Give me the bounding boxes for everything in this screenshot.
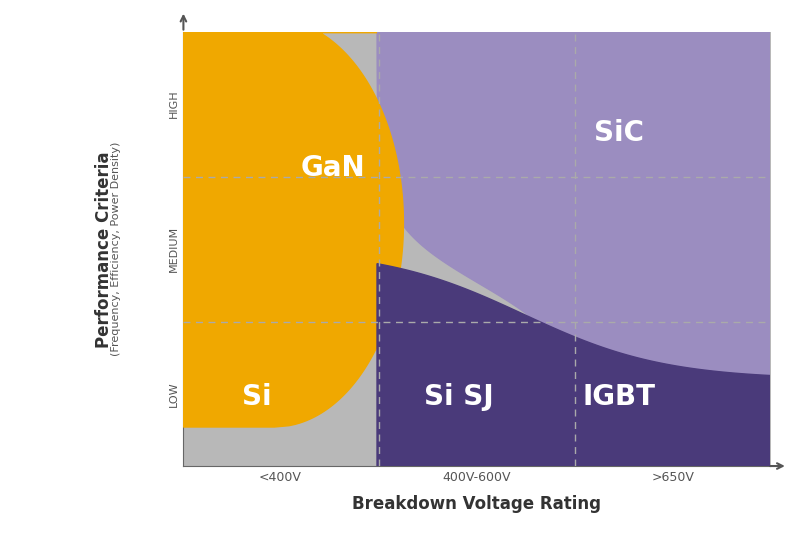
Text: Si SJ: Si SJ bbox=[424, 383, 494, 411]
Polygon shape bbox=[183, 32, 403, 427]
Polygon shape bbox=[377, 263, 770, 466]
Text: GaN: GaN bbox=[301, 153, 366, 182]
Text: (Frequency, Efficiency, Power Density): (Frequency, Efficiency, Power Density) bbox=[111, 142, 121, 356]
Text: Si: Si bbox=[242, 383, 272, 411]
X-axis label: Breakdown Voltage Rating: Breakdown Voltage Rating bbox=[352, 495, 602, 513]
Polygon shape bbox=[377, 32, 770, 466]
Y-axis label: Performance Criteria: Performance Criteria bbox=[95, 151, 113, 348]
Text: SiC: SiC bbox=[594, 119, 644, 147]
Text: IGBT: IGBT bbox=[582, 383, 655, 411]
